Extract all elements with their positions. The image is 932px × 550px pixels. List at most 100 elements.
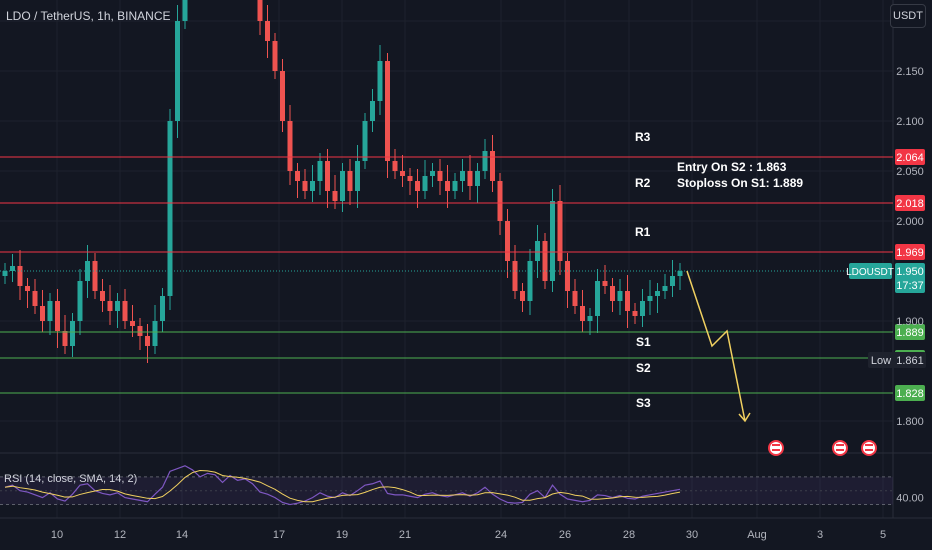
flag-stripe — [865, 444, 873, 446]
level-badge-label-r2: 2.018 — [896, 198, 924, 210]
level-badge-r1 — [895, 244, 925, 260]
candle — [25, 286, 30, 291]
candle — [107, 301, 113, 311]
candle — [310, 181, 315, 191]
level-name-r3: R3 — [635, 130, 651, 144]
candle — [445, 181, 450, 191]
candle — [662, 286, 668, 291]
time-tick-label: 14 — [176, 529, 188, 541]
candle — [355, 161, 360, 191]
candle — [287, 121, 293, 171]
candle — [512, 261, 518, 291]
candle — [655, 291, 660, 296]
last-price-label: 1.950 — [896, 266, 924, 278]
price-tick-label: 2.100 — [896, 116, 924, 128]
candle — [677, 271, 683, 276]
candle — [587, 316, 593, 321]
candle — [17, 266, 23, 286]
flag-stripe — [772, 449, 780, 451]
time-tick-label: 17 — [273, 529, 285, 541]
candle — [332, 191, 338, 201]
candle — [407, 176, 413, 181]
candle — [175, 21, 180, 121]
candle — [55, 301, 60, 331]
candle — [490, 151, 495, 181]
flag-stripe — [865, 449, 873, 451]
level-badge-label-s3: 1.828 — [896, 388, 924, 400]
candle — [385, 61, 390, 161]
candle — [47, 301, 53, 321]
time-tick-label: 24 — [495, 529, 507, 541]
candle — [557, 201, 563, 261]
time-tick-label: Aug — [747, 529, 767, 541]
candle — [430, 171, 435, 176]
candle — [32, 291, 38, 306]
candle — [152, 321, 158, 346]
price-tick-label: 1.800 — [896, 416, 924, 428]
level-badge-r3 — [895, 149, 925, 165]
time-tick-label: 30 — [686, 529, 698, 541]
candle — [437, 171, 443, 181]
level-name-s3: S3 — [636, 396, 651, 410]
us-flag-icon[interactable] — [832, 440, 848, 456]
candle — [325, 161, 330, 191]
symbol-badge-label: LDOUSDT — [846, 267, 894, 278]
candle — [145, 336, 150, 346]
level-name-r1: R1 — [635, 225, 651, 239]
candle — [115, 301, 120, 311]
candle — [40, 306, 45, 321]
candle — [70, 321, 75, 346]
candle — [302, 181, 308, 191]
candle — [92, 261, 98, 291]
bar-countdown-label: 17:37 — [896, 280, 924, 292]
candle — [182, 0, 188, 21]
us-flag-icon[interactable] — [768, 440, 784, 456]
candle — [280, 71, 285, 121]
candle — [257, 0, 263, 21]
candle — [505, 221, 510, 261]
candle — [272, 41, 278, 71]
candle — [625, 291, 630, 311]
candle — [610, 286, 615, 301]
candle — [130, 321, 135, 326]
level-badge-s3 — [895, 385, 925, 401]
candle — [167, 121, 173, 296]
time-tick-label: 28 — [623, 529, 635, 541]
time-tick-label: 10 — [51, 529, 63, 541]
candle — [160, 296, 165, 321]
currency-button[interactable]: USDT — [890, 4, 926, 28]
candle — [347, 171, 353, 191]
candle — [475, 171, 480, 186]
symbol-badge — [849, 263, 892, 279]
low-badge-value: 1.861 — [896, 355, 924, 367]
candle — [497, 181, 503, 221]
candle — [542, 241, 548, 281]
candle — [520, 291, 525, 301]
candle — [340, 171, 345, 201]
level-badge-s1 — [895, 324, 925, 340]
candle — [482, 151, 488, 171]
candle — [362, 121, 368, 161]
price-tick-label: 2.150 — [896, 66, 924, 78]
us-flag-icon[interactable] — [861, 440, 877, 456]
time-tick-label: 3 — [817, 529, 823, 541]
candle — [2, 271, 8, 276]
candle — [137, 326, 143, 336]
time-tick-label: 19 — [336, 529, 348, 541]
candle — [392, 161, 398, 171]
flag-stripe — [836, 449, 844, 451]
time-tick-label: 21 — [399, 529, 411, 541]
level-badge-r2 — [895, 195, 925, 211]
last-price-badge — [895, 263, 925, 293]
rsi-legend: RSI (14, close, SMA, 14, 2) — [4, 473, 138, 485]
candle — [100, 291, 105, 301]
candle — [377, 61, 383, 101]
projection-arrow-head — [738, 412, 751, 423]
time-tick-label: 5 — [880, 529, 886, 541]
projection-arrow — [686, 270, 746, 422]
candle — [647, 296, 653, 301]
candle — [122, 301, 128, 321]
low-badge-label: Low — [871, 355, 891, 367]
candle — [400, 171, 405, 176]
